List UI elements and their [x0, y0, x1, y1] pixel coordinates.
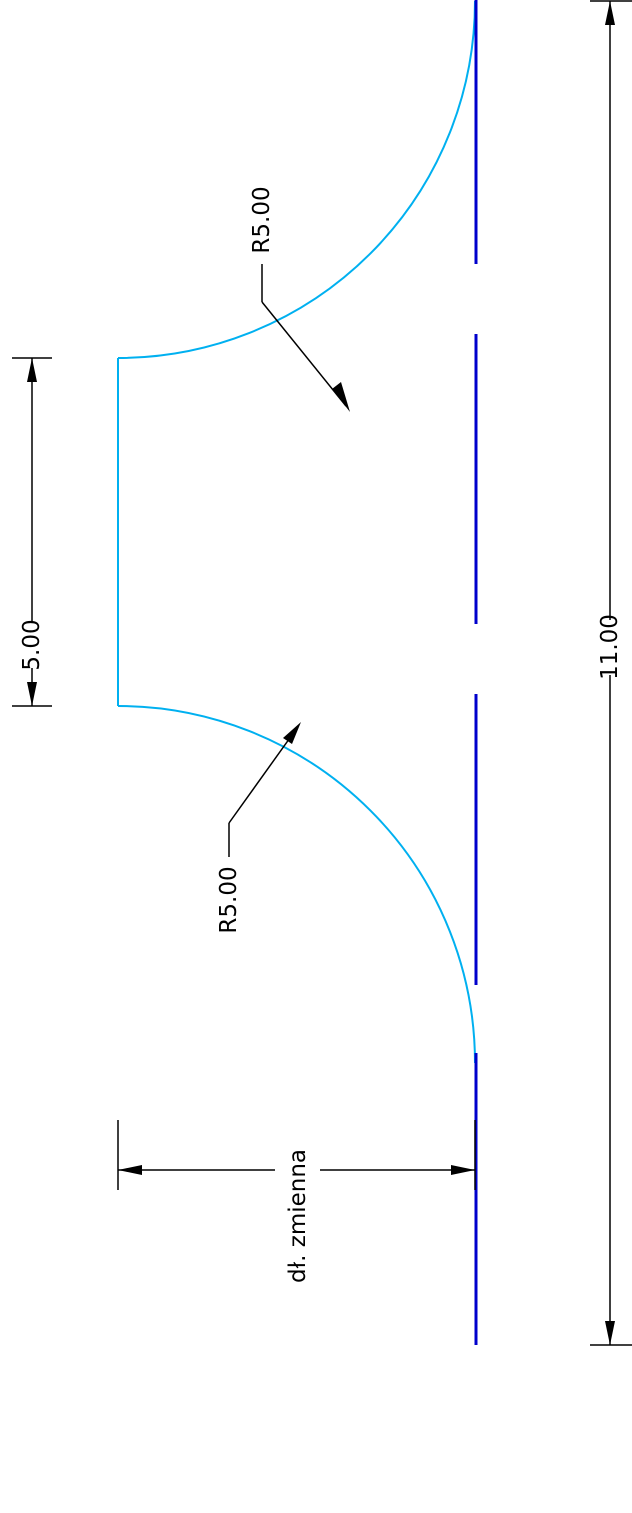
arrowhead: [283, 722, 301, 744]
leader-line: [228, 727, 298, 824]
arrowhead: [451, 1165, 475, 1175]
dimension-top-width: [12, 357, 52, 707]
radius-leader-bottom: [228, 722, 301, 857]
arrowhead: [118, 1165, 142, 1175]
radius-label-top: R5.00: [249, 186, 275, 253]
dimension-label-top-width: 5.00: [19, 619, 45, 670]
radius-label-bottom: R5.00: [216, 866, 242, 933]
arrowhead: [605, 1, 615, 25]
arc-bottom: [117, 705, 476, 1064]
arc-top: [117, 0, 476, 359]
arrowhead: [332, 382, 350, 412]
arrowhead: [27, 358, 37, 382]
dimension-depth: [117, 1120, 476, 1190]
dimension-total-width: [590, 0, 632, 1346]
radius-leader-top: [261, 264, 350, 412]
dimension-label-depth: dł. zmienna: [285, 1149, 311, 1283]
profile-outline: [117, 0, 476, 1064]
leader-line: [261, 301, 347, 407]
dimension-label-total-width: 11.00: [597, 614, 623, 680]
arrowhead: [27, 682, 37, 706]
arrowhead: [605, 1321, 615, 1345]
